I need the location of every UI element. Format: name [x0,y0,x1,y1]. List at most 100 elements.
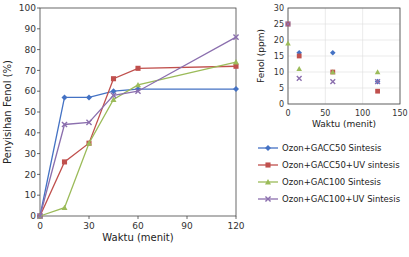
tick-label-y: 0 [279,100,284,109]
data-point [135,89,140,94]
tick-label-x: 120 [227,221,244,231]
data-group [37,35,239,219]
data-group [285,21,380,93]
tick-y [37,195,40,196]
tick-label-y: 5 [279,84,284,93]
grid-line-y [288,56,400,57]
tick-label-y: 70 [25,66,37,76]
legend: Ozon+GACC50 Sintesis Ozon+GACC50+UV sinte… [258,143,401,204]
data-point [233,59,239,64]
plot-frame [40,8,236,216]
tick-y [37,49,40,50]
plot-frame [288,8,400,104]
data-point [135,66,140,71]
data-point [86,120,91,125]
data-point [375,89,380,94]
tick-label-x: 50 [320,109,330,118]
tick-y [37,112,40,113]
data-point [62,205,68,210]
plot-scatter: 0 50 100 150 0 5 10 15 20 25 30 Waktu (menit) Fenol … [256,4,408,129]
legend-marker [265,179,271,184]
data-point [330,70,335,75]
tick-label-y: 30 [25,149,37,159]
tick-label-y: 90 [25,24,37,34]
tick-label-y: 100 [19,3,36,13]
tick-label-y: 25 [274,20,284,29]
tick-x [187,216,188,219]
tick-label-y: 10 [274,68,284,77]
tick-x [236,216,237,219]
legend-label: Ozon+GAC100+UV Sintesis [282,194,401,204]
data-point [286,22,291,27]
tick-label-x: 0 [285,109,290,118]
legend-marker [265,196,270,201]
data-point [330,69,336,74]
axis-label-y: Penyisihan Fenol (%) [2,60,13,164]
data-point [285,40,291,45]
legend-label: Ozon+GAC100 Sintesis [282,177,381,187]
data-point [111,76,116,81]
tick-label-y: 40 [25,128,37,138]
data-point [86,141,91,146]
axis-label-x: Waktu (menit) [312,119,376,129]
grid-line-y [288,72,400,73]
data-point [86,94,92,100]
legend-label: Ozon+GACC50+UV sintesis [282,160,400,170]
tick-label-y: 30 [274,4,284,13]
tick-label-x: 30 [83,221,95,231]
tick-label-x: 150 [392,109,407,118]
data-point [62,159,67,164]
grid-line-y [288,40,400,41]
legend-label: Ozon+GACC50 Sintesis [282,143,382,153]
tick-label-y: 15 [274,52,284,61]
data-point [285,21,291,27]
data-point [62,94,68,100]
tick-label-x: 100 [355,109,370,118]
grid-line-y [288,88,400,89]
tick-label-y: 60 [25,86,37,96]
data-point [297,76,302,81]
data-point [135,82,141,87]
tick-label-y: 0 [30,211,36,221]
tick-label-y: 10 [25,190,37,200]
series-line [40,62,236,216]
tick-label-y: 20 [25,170,37,180]
data-point [330,50,336,56]
data-point [111,93,116,98]
data-point [86,140,92,145]
data-point [37,213,42,218]
tick-y [37,70,40,71]
legend-marker [265,145,271,151]
tick-label-x: 0 [37,221,43,231]
grid-line-y [288,24,400,25]
data-point [286,22,291,27]
tick-label-y: 80 [25,45,37,55]
data-point [375,79,380,84]
tick-y [37,8,40,9]
axis-label-x: Waktu (menit) [102,232,173,243]
tick-x [89,216,90,219]
tick-x [138,216,139,219]
chart: 03060901200102030405060708090100Waktu (m… [0,0,409,257]
plot-line: 0 30 60 90 120 0 10 20 30 40 50 60 70 80 90 100 Waktu (m… [2,3,245,243]
tick-y [37,28,40,29]
tick-y [37,132,40,133]
data-point [233,35,238,40]
axis-label-y: Fenol (ppm) [256,29,266,83]
tick-y [37,91,40,92]
data-point [330,79,335,84]
tick-y [37,153,40,154]
tick-label-x: 60 [132,221,144,231]
series-line [40,89,236,216]
legend-marker [265,162,270,167]
tick-label-y: 20 [274,36,284,45]
tick-y [37,174,40,175]
data-point [375,79,381,85]
data-point [62,122,67,127]
tick-label-x: 90 [181,221,193,231]
series-line [40,37,236,216]
data-point [375,69,381,74]
tick-label-y: 50 [25,107,37,117]
data-point [297,54,302,59]
data-point [296,66,302,71]
